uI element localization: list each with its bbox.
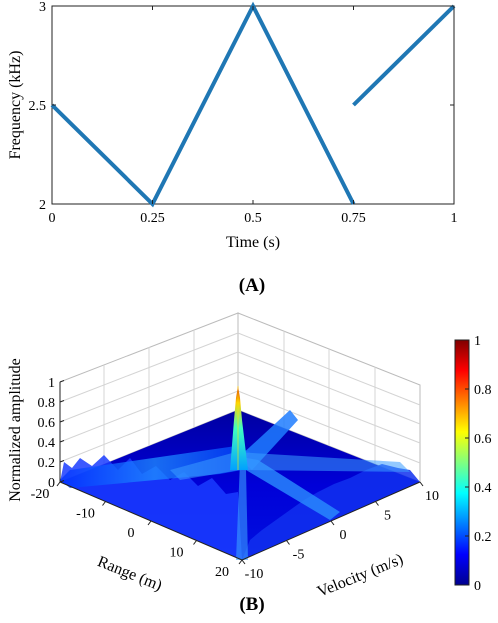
colorbar-tick-label: 0.6 — [474, 432, 492, 447]
y-tick-label: 2 — [39, 198, 46, 213]
frequency-series-1 — [50, 1, 356, 208]
range-tick-mark — [147, 520, 152, 526]
x-tick-label: 0.25 — [140, 211, 165, 226]
z-tick-label: 1 — [48, 376, 55, 391]
velocity-tick-mark — [286, 540, 290, 545]
velocity-tick-mark — [241, 559, 246, 565]
colorbar-tick-label: 1 — [474, 334, 481, 349]
surface-peak — [230, 386, 248, 470]
velocity-tick-mark — [375, 501, 379, 506]
line-chart-panel: 0 0.25 0.5 0.75 1 22.53 Time (s) Frequency (… — [7, 0, 458, 296]
z-tick-label: 0.2 — [38, 456, 56, 471]
z-tick-mark — [59, 380, 65, 383]
colorbar-tick-label: 0.4 — [474, 481, 492, 496]
colorbar-tick-label: 0.8 — [474, 383, 492, 398]
z-tick-mark — [59, 460, 65, 463]
range-tick-mark — [102, 501, 106, 506]
z-tick-mark — [59, 400, 65, 403]
z-tick-label: 0.6 — [38, 416, 56, 431]
velocity-tick-label: 0 — [340, 528, 347, 543]
velocity-tick-label: -10 — [245, 567, 264, 582]
range-tick-mark — [56, 481, 61, 487]
surface-ridge-diagonal-3 — [170, 452, 410, 480]
z-axis-title: Normalized amplitude — [7, 358, 24, 502]
velocity-tick-label: -5 — [293, 548, 305, 563]
z-tick-label: 0 — [48, 476, 55, 491]
x-axis-ticks: 0 0.25 0.5 0.75 1 — [49, 6, 458, 226]
range-tick-label: 0 — [128, 526, 135, 541]
range-axis-ticks: -20 -10 0 10 20 — [31, 481, 243, 580]
velocity-axis-ticks: -10 -5 0 5 10 — [241, 481, 439, 582]
y-tick-label: 3 — [39, 0, 46, 15]
panel-label-a: (A) — [239, 275, 265, 296]
z-tick-label: 0.4 — [38, 436, 56, 451]
colorbar-ticks: 0 0.2 0.4 0.6 0.8 1 — [465, 334, 492, 594]
surface-ridge-range — [60, 446, 250, 488]
x-tick-label: 0 — [49, 211, 56, 226]
range-tick-mark — [193, 540, 197, 545]
range-tick-label: -10 — [76, 507, 95, 522]
surface-ridge-diagonal-2 — [236, 456, 340, 520]
range-tick-label: 20 — [215, 565, 229, 580]
surface-ridge-diagonal-4 — [236, 462, 248, 560]
line-series-group — [50, 1, 456, 208]
z-tick-label: 0.8 — [38, 396, 56, 411]
x-tick-label: 0.5 — [244, 211, 262, 226]
x-axis-title: Time (s) — [226, 234, 280, 251]
colorbar-tick-label: 0 — [474, 579, 481, 594]
colorbar-tick-label: 0.2 — [474, 530, 492, 545]
range-axis-title: Range (m) — [95, 553, 164, 594]
frequency-series-2 — [352, 4, 456, 107]
plot-area — [51, 5, 455, 205]
z-axis-ticks: 0 0.2 0.4 0.6 0.8 1 — [38, 376, 65, 491]
x-tick-label: 1 — [451, 211, 458, 226]
y-axis-ticks: 22.53 — [29, 0, 454, 213]
velocity-tick-mark — [419, 481, 424, 487]
x-tick-label: 0.75 — [341, 211, 366, 226]
y-axis-title: Frequency (kHz) — [7, 51, 24, 160]
velocity-tick-label: 10 — [425, 489, 439, 504]
z-tick-mark — [59, 420, 65, 423]
velocity-tick-label: 5 — [384, 509, 391, 524]
velocity-axis-title: Velocity (m/s) — [315, 551, 406, 601]
velocity-tick-mark — [330, 520, 335, 526]
back-wall-grid — [59, 312, 421, 483]
y-tick-label: 2.5 — [29, 99, 47, 114]
panel-label-b: (B) — [239, 594, 264, 615]
colorbar — [454, 339, 470, 586]
range-tick-label: -20 — [31, 487, 50, 502]
range-tick-label: 10 — [170, 546, 184, 561]
z-tick-mark — [59, 440, 65, 443]
range-tick-mark — [238, 559, 243, 565]
